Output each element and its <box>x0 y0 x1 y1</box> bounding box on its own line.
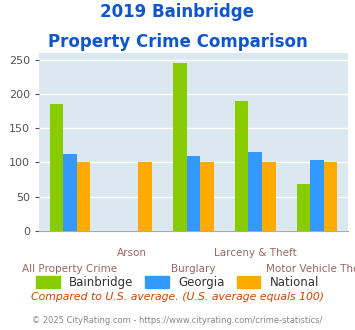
Bar <box>138 162 152 231</box>
Bar <box>248 152 262 231</box>
Legend: Bainbridge, Georgia, National: Bainbridge, Georgia, National <box>31 272 324 294</box>
Bar <box>200 162 214 231</box>
Bar <box>173 63 187 231</box>
Bar <box>297 184 310 231</box>
Text: © 2025 CityRating.com - https://www.cityrating.com/crime-statistics/: © 2025 CityRating.com - https://www.city… <box>32 316 323 325</box>
Text: Arson: Arson <box>117 248 147 258</box>
Text: Larceny & Theft: Larceny & Theft <box>214 248 297 258</box>
Bar <box>77 162 90 231</box>
Bar <box>262 162 275 231</box>
Bar <box>324 162 337 231</box>
Bar <box>63 153 77 231</box>
Bar <box>187 156 200 231</box>
Bar <box>235 101 248 231</box>
Text: Compared to U.S. average. (U.S. average equals 100): Compared to U.S. average. (U.S. average … <box>31 292 324 302</box>
Text: Burglary: Burglary <box>171 264 216 274</box>
Text: Motor Vehicle Theft: Motor Vehicle Theft <box>267 264 355 274</box>
Bar <box>50 104 63 231</box>
Text: 2019 Bainbridge: 2019 Bainbridge <box>100 3 255 21</box>
Text: All Property Crime: All Property Crime <box>22 264 118 274</box>
Text: Property Crime Comparison: Property Crime Comparison <box>48 33 307 51</box>
Bar <box>310 160 324 231</box>
